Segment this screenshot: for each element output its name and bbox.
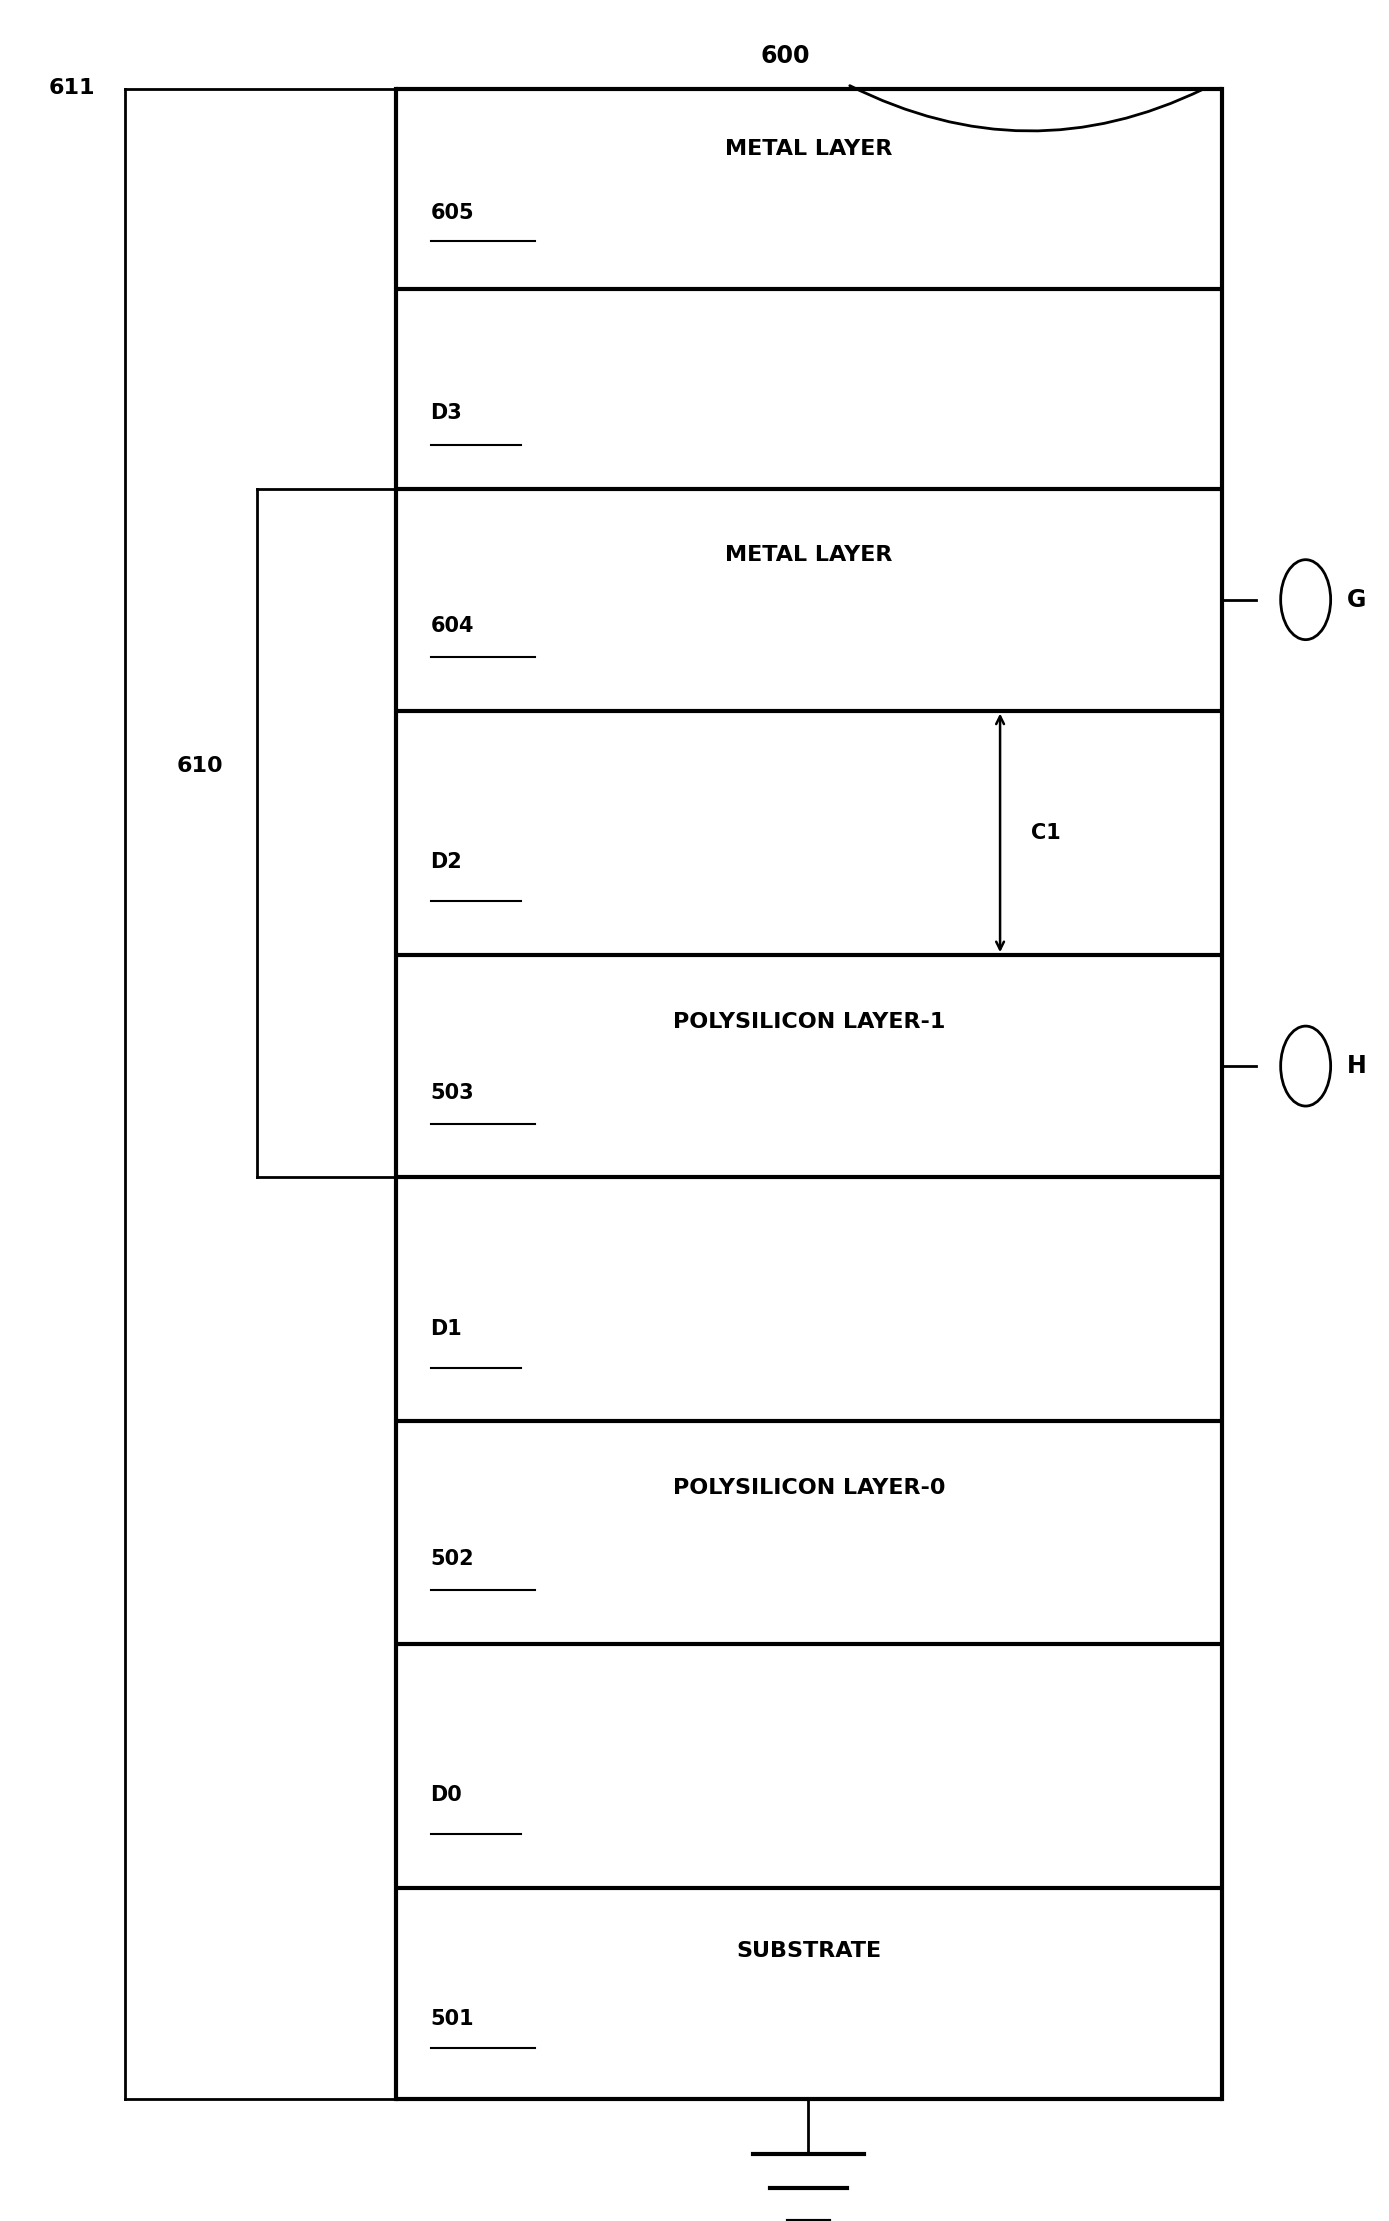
Text: SUBSTRATE: SUBSTRATE [736,1941,882,1961]
Text: D3: D3 [431,402,463,422]
Text: D0: D0 [431,1786,463,1806]
Text: 604: 604 [431,615,474,637]
Text: 600: 600 [760,44,810,67]
Text: METAL LAYER: METAL LAYER [725,138,893,160]
Text: 605: 605 [431,202,474,222]
Text: POLYSILICON LAYER-0: POLYSILICON LAYER-0 [672,1477,946,1499]
FancyArrowPatch shape [850,87,1203,131]
Text: 501: 501 [431,2008,474,2028]
Text: 610: 610 [176,755,224,777]
Text: G: G [1347,589,1367,611]
Text: H: H [1347,1055,1367,1077]
Text: 503: 503 [431,1082,474,1104]
Text: 502: 502 [431,1548,474,1570]
Text: 611: 611 [49,78,94,98]
Text: D2: D2 [431,853,463,873]
Text: POLYSILICON LAYER-1: POLYSILICON LAYER-1 [672,1011,946,1033]
Text: D1: D1 [431,1319,463,1339]
Text: C1: C1 [1031,822,1060,844]
Text: METAL LAYER: METAL LAYER [725,544,893,566]
